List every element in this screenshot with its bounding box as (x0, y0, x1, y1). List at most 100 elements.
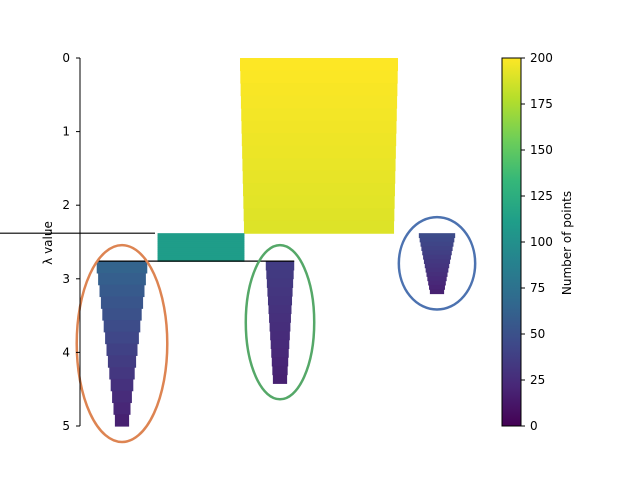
colorbar-gradient (501, 57, 522, 427)
branch-segment (243, 220, 395, 234)
branch-segment (271, 357, 289, 367)
branch-segment (241, 108, 397, 122)
branch-segment (110, 378, 134, 392)
branch-segment (242, 145, 396, 159)
branch-segment (429, 284, 445, 290)
branch-segment (271, 348, 289, 358)
branch-segment (425, 267, 449, 273)
colorbar-tick-label: 150 (530, 143, 553, 157)
branch-segment (157, 245, 245, 248)
branch-segment (422, 250, 452, 256)
branch-segment (157, 233, 245, 236)
branch-segment (240, 83, 398, 97)
branch-segment (270, 339, 290, 350)
branch-segment (157, 257, 245, 260)
colorbar-tick-label: 50 (530, 327, 545, 341)
y-tick-label: 0 (62, 51, 70, 65)
branch-segment (102, 308, 142, 321)
y-axis: 0 1 2 3 4 5 (62, 51, 81, 433)
branch-segment (427, 276, 447, 282)
branch-segment (269, 322, 291, 332)
y-tick-label: 5 (62, 419, 70, 433)
branch-segment (243, 208, 395, 222)
colorbar-tick-label: 200 (530, 51, 553, 65)
y-axis-label: λ value (41, 221, 55, 265)
plot-area (0, 58, 477, 444)
colorbar-tick-label: 25 (530, 373, 545, 387)
branch-segment (266, 278, 294, 288)
branch-segment (267, 287, 293, 297)
branch-segment (423, 259, 451, 264)
colorbar-tick-label: 100 (530, 235, 553, 249)
branch-segment (103, 320, 141, 333)
branch-segment (269, 313, 291, 323)
colorbar-tick-label: 0 (530, 419, 538, 433)
branch-segment (272, 365, 288, 376)
selected-cluster-ellipse (75, 243, 169, 444)
branch-segment (105, 331, 139, 345)
branch-orange-cluster (96, 261, 148, 427)
selected-cluster-ellipse (397, 215, 477, 311)
branch-segment (113, 402, 131, 415)
branch-green-cluster (265, 261, 295, 384)
branch-root (240, 58, 398, 234)
branch-segment (266, 269, 294, 280)
branch-segment (421, 246, 453, 252)
colorbar: 0 25 50 75 100 125 150 175 200 (501, 51, 553, 433)
branch-segment (157, 247, 245, 250)
branch-segment (99, 284, 145, 298)
branch-segment (426, 271, 448, 277)
colorbar-tick-label: 175 (530, 97, 553, 111)
y-tick-label: 3 (62, 272, 70, 286)
branch-segment (241, 133, 397, 147)
branch-segment (157, 259, 245, 262)
branch-segment (243, 195, 395, 209)
branch-segment (157, 241, 245, 244)
branch-segment (109, 367, 135, 380)
colorbar-tick-label: 125 (530, 189, 553, 203)
colorbar-tick-label: 75 (530, 281, 545, 295)
branch-segment (240, 58, 398, 72)
branch-segment (98, 272, 146, 286)
branch-segment (243, 183, 395, 197)
branch-segment (100, 296, 144, 309)
branch-segment (112, 390, 132, 404)
branch-segment (428, 280, 446, 286)
branch-segment (96, 261, 148, 274)
branch-segment (157, 237, 245, 240)
branch-segment (242, 158, 396, 172)
branch-segment (265, 261, 295, 271)
branch-segment (157, 235, 245, 238)
branch-segment (157, 239, 245, 242)
branch-segment (268, 304, 292, 315)
branch-segment (106, 343, 138, 356)
branch-segment (418, 233, 456, 239)
branch-segment (157, 255, 245, 258)
branch-segment (429, 289, 445, 295)
branch-segment (114, 414, 130, 427)
branch-segment (157, 243, 245, 246)
branch-segment (424, 263, 450, 269)
branch-segment (423, 254, 451, 260)
branch-segment (241, 120, 397, 134)
branch-segment (240, 95, 398, 109)
branch-segment (107, 355, 137, 368)
branch-segment (267, 296, 293, 306)
y-tick-label: 2 (62, 198, 70, 212)
branch-segment (157, 253, 245, 256)
branch-segment (420, 241, 454, 247)
branch-segment (272, 374, 288, 384)
y-tick-label: 4 (62, 345, 70, 359)
y-tick-label: 1 (62, 125, 70, 139)
colorbar-label: Number of points (560, 191, 574, 295)
branch-middle-branch (157, 233, 245, 262)
branch-segment (157, 251, 245, 254)
branch-segment (242, 170, 396, 184)
branch-segment (419, 237, 455, 243)
branch-blue-cluster (418, 233, 456, 295)
branch-segment (270, 330, 290, 341)
branch-segment (240, 70, 398, 84)
branch-segment (157, 249, 245, 252)
selected-cluster-ellipse (244, 243, 316, 401)
